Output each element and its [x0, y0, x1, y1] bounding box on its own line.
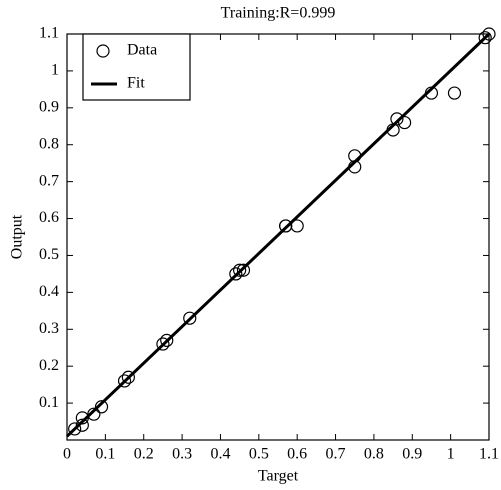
x-tick-label: 0.3 [172, 446, 192, 463]
x-tick-label: 0.7 [326, 446, 346, 463]
y-tick-label: 0.9 [39, 98, 59, 115]
y-axis-label: Output [9, 214, 26, 259]
data-point [290, 219, 304, 233]
data-point [236, 263, 251, 277]
legend-marker [96, 44, 110, 58]
fit-line [65, 32, 491, 438]
x-tick-label: 0 [63, 446, 71, 463]
x-tick-label: 1.1 [479, 446, 499, 463]
x-tick-label: 0.1 [95, 446, 115, 463]
y-tick-label: 0.8 [39, 135, 59, 152]
y-tick-label: 0.7 [39, 172, 59, 189]
y-tick-label: 0.2 [39, 357, 59, 374]
legend-label: Fit [127, 75, 145, 92]
x-tick-label: 1 [447, 446, 455, 463]
data-point [156, 337, 170, 351]
x-tick-label: 0.5 [249, 446, 269, 463]
data-point [75, 418, 89, 432]
data-point [117, 374, 132, 388]
data-point [68, 422, 82, 436]
data-point [121, 370, 135, 384]
x-axis-label: Target [258, 468, 299, 485]
y-tick-label: 0.1 [39, 394, 59, 411]
data-point [183, 311, 197, 325]
x-tick-label: 0.6 [287, 446, 307, 463]
x-tick-label: 0.8 [364, 446, 384, 463]
y-tick-label: 0.3 [39, 320, 59, 337]
data-point [94, 400, 109, 414]
data-point [87, 407, 101, 421]
chart-title: Training:R=0.999 [221, 5, 336, 22]
legend-label: Data [127, 42, 157, 59]
data-point [229, 267, 243, 281]
data-point [447, 86, 462, 100]
x-tick-label: 0.9 [402, 446, 422, 463]
data-point [398, 115, 412, 130]
y-tick-label: 0.5 [39, 246, 59, 263]
data-point [160, 333, 174, 347]
x-tick-label: 0.4 [210, 446, 230, 463]
y-tick-label: 0.4 [39, 283, 59, 300]
y-tick-label: 0.6 [39, 209, 59, 226]
data-point [233, 263, 247, 277]
y-tick-label: 1.1 [39, 25, 59, 42]
x-tick-label: 0.2 [134, 446, 154, 463]
data-point [478, 31, 492, 45]
y-tick-label: 1 [51, 62, 59, 79]
plot-frame [66, 33, 490, 441]
data-point [482, 27, 496, 41]
legend-box [82, 33, 191, 101]
data-point [390, 112, 404, 126]
